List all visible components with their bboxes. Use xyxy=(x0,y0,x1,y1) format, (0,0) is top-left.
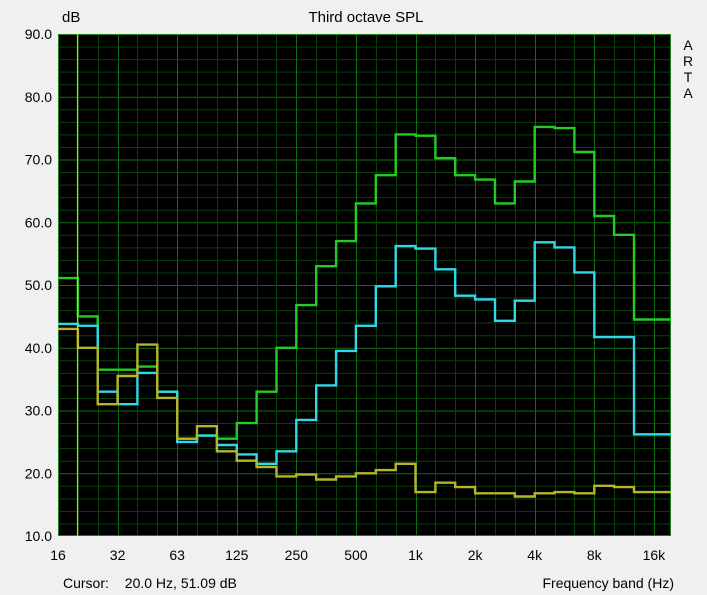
x-tick-label: 16 xyxy=(50,547,66,563)
x-tick-label: 2k xyxy=(468,547,484,563)
x-tick-label: 1k xyxy=(408,547,424,563)
x-tick-label: 125 xyxy=(225,547,249,563)
x-tick-label: 8k xyxy=(587,547,603,563)
x-tick-label: 500 xyxy=(344,547,368,563)
x-tick-label: 63 xyxy=(169,547,185,563)
y-tick-label: 90.0 xyxy=(25,26,52,42)
y-tick-label: 40.0 xyxy=(25,340,52,356)
x-tick-label: 16k xyxy=(643,547,667,563)
x-tick-label: 4k xyxy=(527,547,543,563)
x-axis-label: Frequency band (Hz) xyxy=(542,575,674,591)
y-tick-label: 50.0 xyxy=(25,277,52,293)
arta-watermark-letter: A xyxy=(683,85,693,101)
cursor-label: Cursor: xyxy=(63,575,109,591)
cursor-readout: Cursor: 20.0 Hz, 51.09 dB xyxy=(63,574,237,592)
x-tick-label: 250 xyxy=(285,547,309,563)
arta-watermark-letter: T xyxy=(684,69,693,85)
arta-watermark-letter: R xyxy=(683,53,693,69)
series-line-3 xyxy=(58,327,671,498)
y-tick-label: 10.0 xyxy=(25,528,52,544)
y-tick-label: 80.0 xyxy=(25,89,52,105)
y-tick-label: 70.0 xyxy=(25,152,52,168)
y-axis-unit-label: dB xyxy=(62,9,80,26)
arta-watermark-letter: A xyxy=(683,37,693,53)
plot-border xyxy=(58,34,671,536)
cursor-value: 20.0 Hz, 51.09 dB xyxy=(124,575,237,591)
x-tick-label: 32 xyxy=(110,547,126,563)
y-tick-label: 60.0 xyxy=(25,214,52,230)
y-tick-label: 30.0 xyxy=(25,403,52,419)
chart-title: Third octave SPL xyxy=(308,9,423,26)
y-tick-label: 20.0 xyxy=(25,465,52,481)
